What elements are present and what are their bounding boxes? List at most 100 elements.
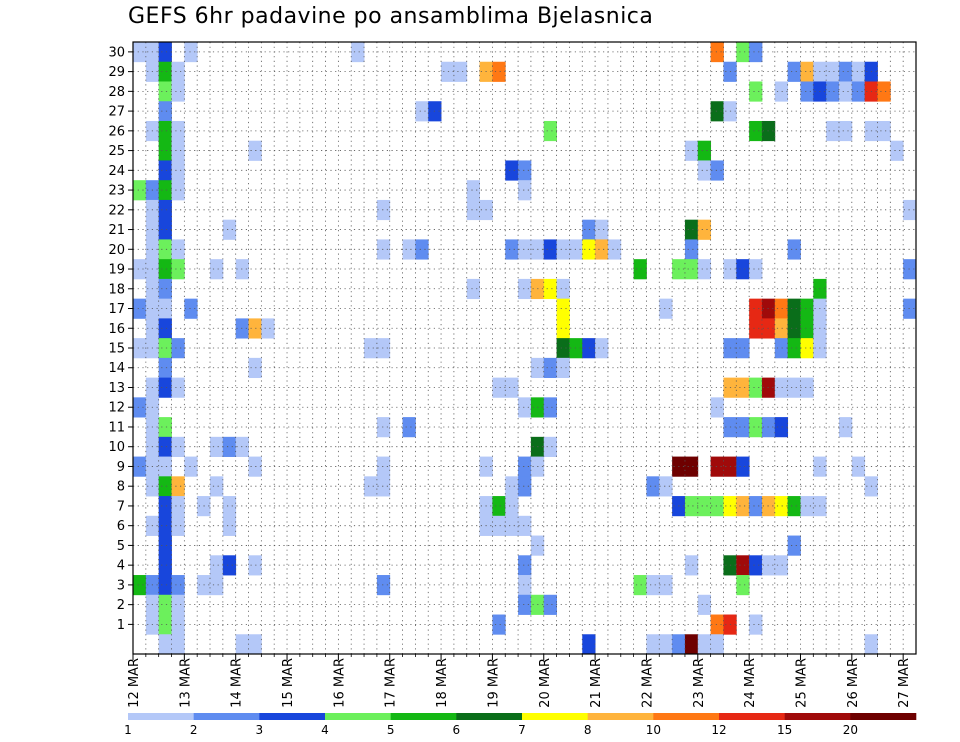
heatmap-cell	[492, 515, 506, 536]
heatmap-cell	[736, 417, 750, 438]
legend-swatch	[128, 713, 194, 720]
heatmap-cell	[171, 259, 185, 280]
heatmap-cell	[351, 42, 365, 63]
heatmap-cell	[210, 436, 224, 457]
heatmap-cell	[158, 278, 172, 300]
heatmap-cell	[659, 634, 673, 655]
heatmap-cell	[441, 61, 455, 82]
y-tick-label: 30	[108, 45, 125, 60]
y-tick-label: 4	[117, 559, 125, 574]
y-tick-label: 21	[108, 223, 125, 238]
heatmap-cell	[633, 575, 647, 596]
legend-label: 7	[518, 723, 526, 737]
heatmap-cell	[684, 219, 699, 240]
heatmap-cell	[736, 42, 750, 63]
heatmap-cell	[659, 298, 673, 319]
heatmap-cell	[158, 81, 172, 102]
heatmap-cell	[492, 377, 506, 398]
y-tick-label: 9	[117, 460, 125, 475]
y-tick-label: 27	[108, 105, 125, 120]
heatmap-cell	[800, 298, 814, 319]
y-tick-label: 12	[108, 401, 125, 416]
heatmap-cell	[672, 634, 686, 655]
heatmap-cell	[158, 614, 172, 635]
heatmap-cell	[415, 239, 429, 260]
x-tick-label: 19 MAR	[486, 658, 501, 708]
heatmap-cell	[376, 417, 391, 438]
heatmap-cell	[261, 318, 275, 339]
heatmap-cell	[184, 298, 198, 319]
heatmap-cell	[697, 160, 712, 181]
heatmap-cell	[248, 140, 262, 161]
x-tick-label: 26 MAR	[846, 658, 861, 708]
heatmap-cell	[582, 338, 596, 359]
heatmap-cell	[235, 436, 249, 457]
heatmap-cell	[774, 496, 789, 517]
heatmap-cell	[158, 634, 172, 655]
heatmap-cell	[376, 476, 391, 497]
x-tick-label: 24 MAR	[743, 658, 758, 708]
heatmap-cell	[518, 456, 532, 477]
legend-label: 15	[777, 723, 792, 737]
heatmap-cell	[838, 120, 853, 142]
heatmap-cell	[749, 496, 763, 517]
heatmap-cell	[158, 259, 172, 280]
heatmap-cell	[800, 61, 814, 82]
heatmap-cell	[171, 338, 185, 359]
y-tick-label: 19	[108, 263, 125, 278]
heatmap-cell	[492, 496, 506, 517]
x-tick-label: 21 MAR	[589, 658, 604, 708]
heatmap-cell	[684, 456, 699, 477]
heatmap-cell	[774, 555, 789, 576]
heatmap-cell	[877, 81, 891, 102]
y-tick-label: 5	[117, 539, 125, 554]
y-tick-label: 8	[117, 480, 125, 495]
heatmap-cell	[364, 338, 378, 359]
legend-swatch	[456, 713, 523, 720]
y-tick-label: 2	[117, 598, 125, 613]
legend-swatch	[850, 713, 917, 720]
legend-label: 1	[124, 723, 132, 737]
heatmap-cell	[800, 81, 814, 102]
heatmap-cell	[774, 417, 789, 438]
heatmap-cell	[158, 417, 172, 438]
legend-swatch	[390, 713, 457, 720]
heatmap-cell	[158, 298, 172, 319]
heatmap-cell	[710, 496, 724, 517]
legend-swatch	[259, 713, 326, 720]
heatmap-cell	[376, 338, 391, 359]
heatmap-cell	[222, 219, 237, 240]
x-tick-label: 14 MAR	[230, 658, 245, 708]
heatmap-cell	[376, 239, 391, 260]
heatmap-cell	[133, 575, 147, 596]
heatmap-cell	[749, 42, 763, 63]
legend-swatch	[653, 713, 720, 720]
heatmap-cell	[248, 555, 262, 576]
heatmap-cell	[697, 259, 712, 280]
x-tick-label: 22 MAR	[640, 658, 655, 708]
y-tick-label: 11	[108, 420, 125, 435]
heatmap-cell	[684, 496, 699, 517]
heatmap-cell	[736, 259, 750, 280]
legend-label: 4	[321, 723, 329, 737]
heatmap-cell	[684, 259, 699, 280]
heatmap-cell	[556, 357, 570, 379]
heatmap-cell	[710, 614, 724, 635]
heatmap-cell	[210, 259, 224, 280]
heatmap-cell	[774, 377, 789, 398]
y-tick-label: 6	[117, 519, 125, 534]
heatmap-cell	[826, 120, 840, 142]
y-tick-label: 15	[108, 342, 125, 357]
heatmap-cell	[518, 476, 532, 497]
heatmap-cell	[171, 61, 185, 82]
heatmap-cell	[787, 239, 801, 260]
heatmap-cell	[505, 476, 519, 497]
heatmap-cell	[774, 338, 789, 359]
heatmap-cell	[838, 61, 853, 82]
heatmap-cell	[171, 180, 185, 201]
heatmap-cell	[158, 555, 172, 576]
heatmap-cell	[158, 338, 172, 359]
heatmap-cell	[710, 397, 724, 418]
heatmap-cell	[903, 259, 917, 280]
